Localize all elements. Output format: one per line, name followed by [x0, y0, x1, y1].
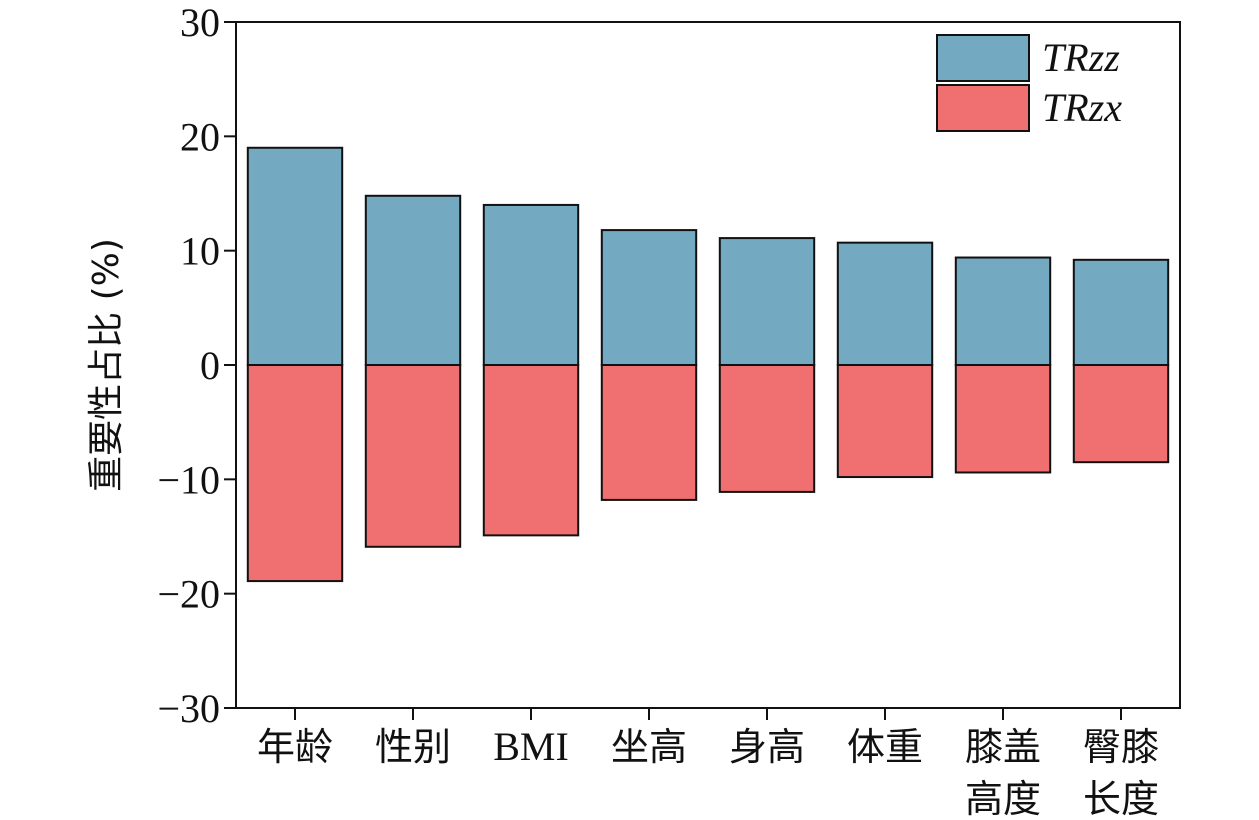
bar-trzz-2 — [482, 203, 580, 366]
y-tick-label: 0 — [200, 343, 220, 388]
x-tick-label: 长度 — [1083, 777, 1159, 820]
y-tick-label: −30 — [157, 686, 220, 731]
legend-label-trzx: TRzx — [1042, 85, 1122, 130]
legend-label-trzz: TRzz — [1042, 35, 1120, 80]
y-tick-label: 30 — [180, 0, 220, 45]
bar-trzz-6 — [954, 256, 1052, 367]
bar-trzx-5 — [836, 364, 934, 479]
legend-swatch-trzx — [936, 84, 1030, 132]
bar-trzx-6 — [954, 364, 1052, 474]
x-tick-label: 膝盖 — [965, 725, 1041, 769]
y-axis: 30 20 10 0 −10 −20 −30 — [157, 0, 236, 731]
bar-trzz-3 — [600, 229, 698, 366]
x-tick-label: 臀膝 — [1083, 725, 1159, 769]
x-tick-label: 性别 — [375, 725, 451, 769]
x-tick-label: 身高 — [729, 725, 805, 769]
bar-trzx-2 — [482, 364, 580, 537]
legend: TRzz TRzx — [936, 34, 1122, 132]
y-axis-label: 重要性占比 (%) — [86, 238, 127, 492]
legend-swatch-trzz — [936, 34, 1030, 82]
bar-trzx-1 — [364, 364, 462, 548]
bar-trzx-0 — [246, 364, 344, 583]
bar-trzz-0 — [246, 146, 344, 366]
x-tick-label: 高度 — [965, 777, 1041, 820]
bar-trzz-4 — [718, 237, 816, 366]
bars-layer — [246, 146, 1170, 583]
x-tick-label: 坐高 — [611, 725, 687, 769]
y-tick-label: 20 — [180, 114, 220, 159]
y-tick-label: −10 — [157, 457, 220, 502]
x-tick-label: 体重 — [847, 725, 923, 769]
x-tick-label: 年龄 — [257, 725, 333, 769]
bar-trzz-7 — [1072, 258, 1170, 366]
bar-trzz-5 — [836, 241, 934, 366]
x-tick-label: BMI — [493, 724, 569, 769]
bar-trzx-4 — [718, 364, 816, 493]
bar-trzx-3 — [600, 364, 698, 501]
y-tick-label: −20 — [157, 572, 220, 617]
bar-trzz-1 — [364, 194, 462, 366]
y-tick-label: 10 — [180, 229, 220, 274]
bar-trzx-7 — [1072, 364, 1170, 464]
